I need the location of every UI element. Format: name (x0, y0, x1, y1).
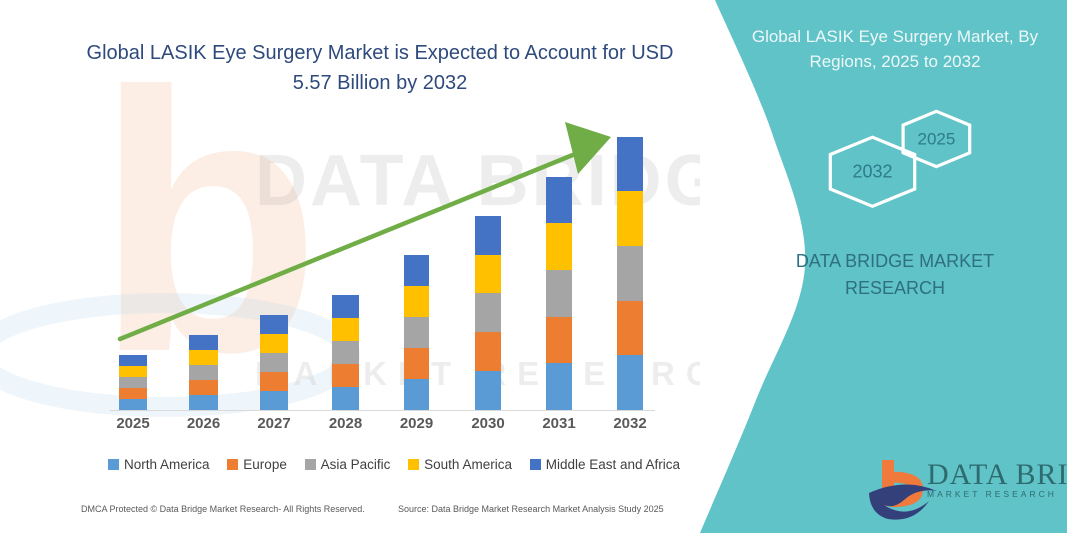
svg-text:DATA BRIDGE: DATA BRIDGE (927, 458, 1067, 491)
svg-text:MARKET RESEARCH: MARKET RESEARCH (927, 489, 1057, 499)
